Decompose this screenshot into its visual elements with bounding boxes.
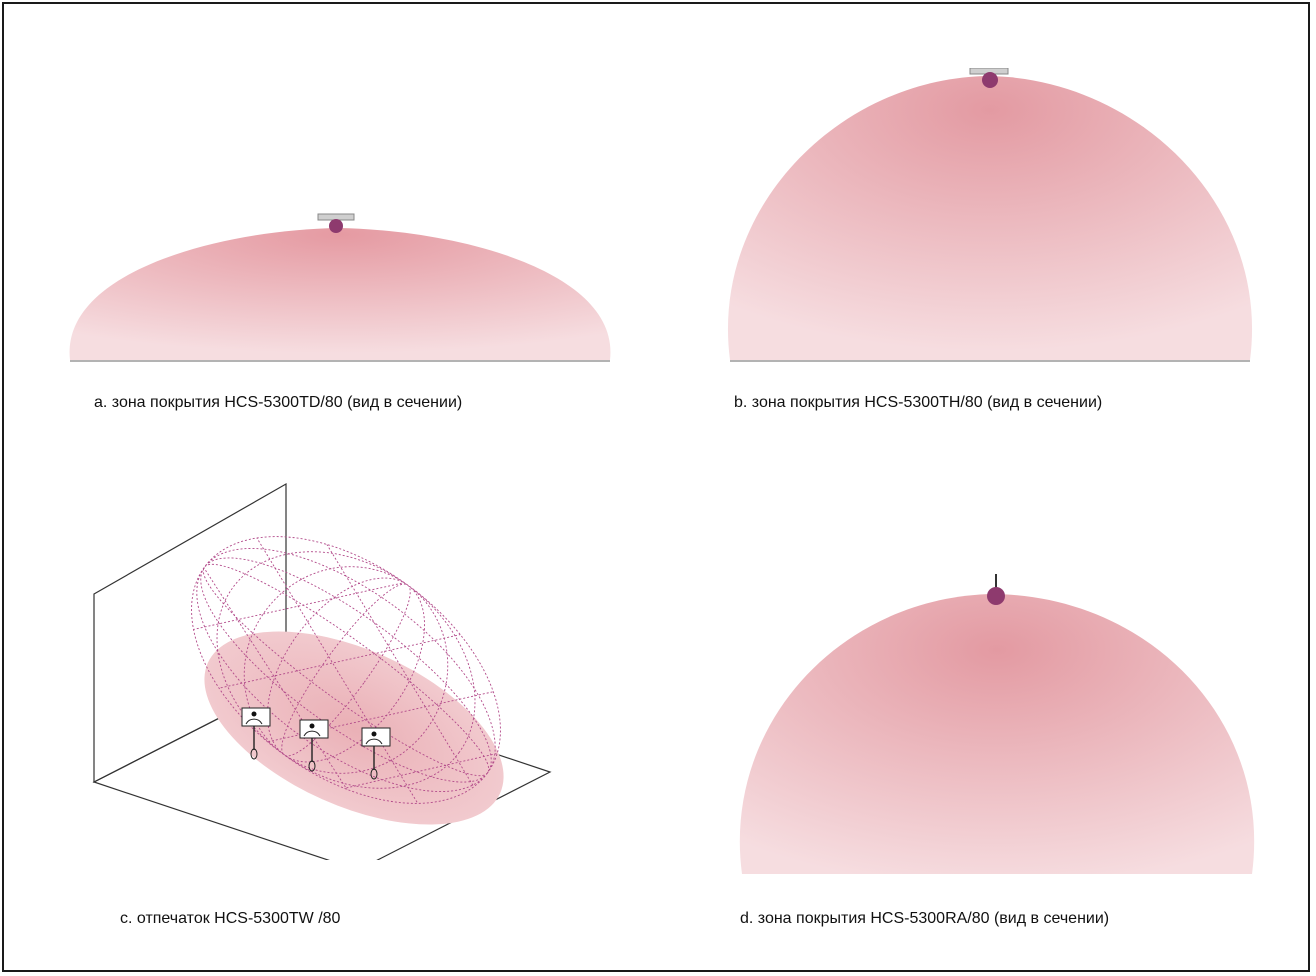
coverage-zone-a	[69, 228, 611, 360]
panel-a-diagram	[60, 212, 620, 372]
coverage-shape-a-svg	[69, 213, 611, 362]
mic-unit-3-icon	[361, 727, 391, 780]
microphone-d-icon	[987, 587, 1005, 605]
coverage-shape-d-svg	[739, 574, 1255, 874]
caption-d: d. зона покрытия HCS-5300RA/80 (вид в се…	[740, 910, 1110, 927]
microphone-a-icon	[329, 219, 343, 233]
coverage-zone-b	[727, 76, 1253, 360]
panel-c-diagram	[86, 480, 556, 860]
panel-d-diagram	[732, 574, 1260, 884]
footprint-c-svg	[92, 482, 552, 860]
caption-b: b. зона покрытия HCS-5300TH/80 (вид в се…	[734, 394, 1103, 411]
coverage-shape-b-svg	[727, 68, 1253, 362]
mic-unit-2-icon	[299, 719, 329, 772]
coverage-zone-d	[739, 594, 1255, 874]
caption-c: c. отпечаток HCS-5300TW /80	[120, 910, 341, 927]
footprint-area	[204, 631, 504, 825]
mic-unit-1-icon	[241, 707, 271, 760]
panel-b-diagram	[720, 68, 1260, 368]
microphone-b-icon	[982, 72, 998, 88]
caption-a: a. зона покрытия HCS-5300TD/80 (вид в се…	[94, 394, 463, 411]
